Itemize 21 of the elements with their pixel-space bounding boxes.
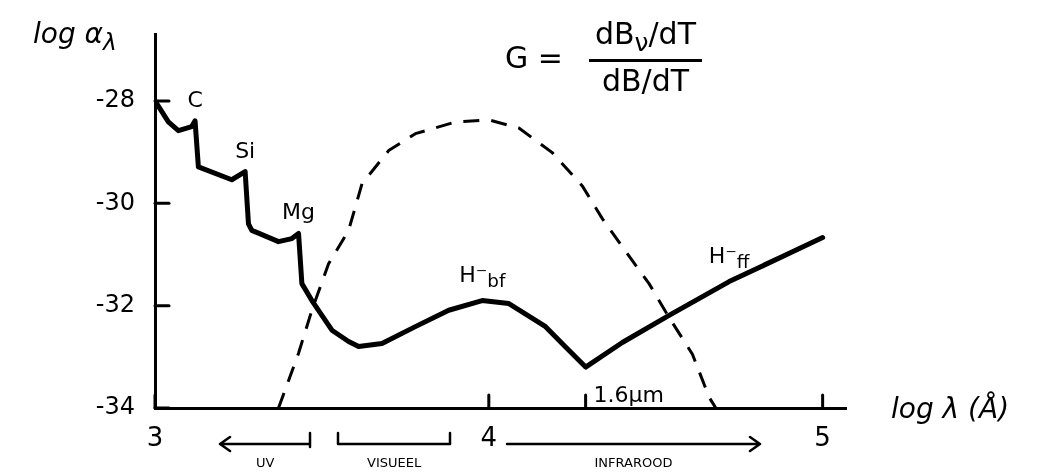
annotation: dB$_{ν}$/dT: [593, 16, 698, 59]
x-axis-title: log λ (Å): [891, 391, 1010, 425]
text: UV: [256, 455, 275, 470]
annotation: dB/dT: [600, 63, 691, 99]
x-tick-label: 4: [480, 422, 498, 453]
annotation: H⁻$_{ff}$: [708, 242, 750, 272]
annotation: G =: [505, 39, 563, 75]
y-tick-label: -34: [95, 392, 135, 421]
annotation: Si: [235, 137, 256, 163]
y-axis-title: log α$_{λ}$: [33, 16, 117, 56]
annotation: 1.6μm: [593, 382, 665, 408]
x-tick-label: 3: [146, 422, 164, 453]
text: VISUEEL: [367, 455, 422, 470]
annotation: C: [187, 86, 203, 112]
y-tick-label: -32: [95, 289, 135, 318]
annotation: Mg: [282, 199, 315, 225]
y-tick-label: -30: [95, 187, 135, 216]
x-tick-label: 5: [814, 422, 831, 453]
y-tick-label: -28: [95, 85, 135, 114]
annotation: H⁻$_{bf}$: [459, 261, 506, 291]
text: INFRAROOD: [594, 455, 673, 470]
